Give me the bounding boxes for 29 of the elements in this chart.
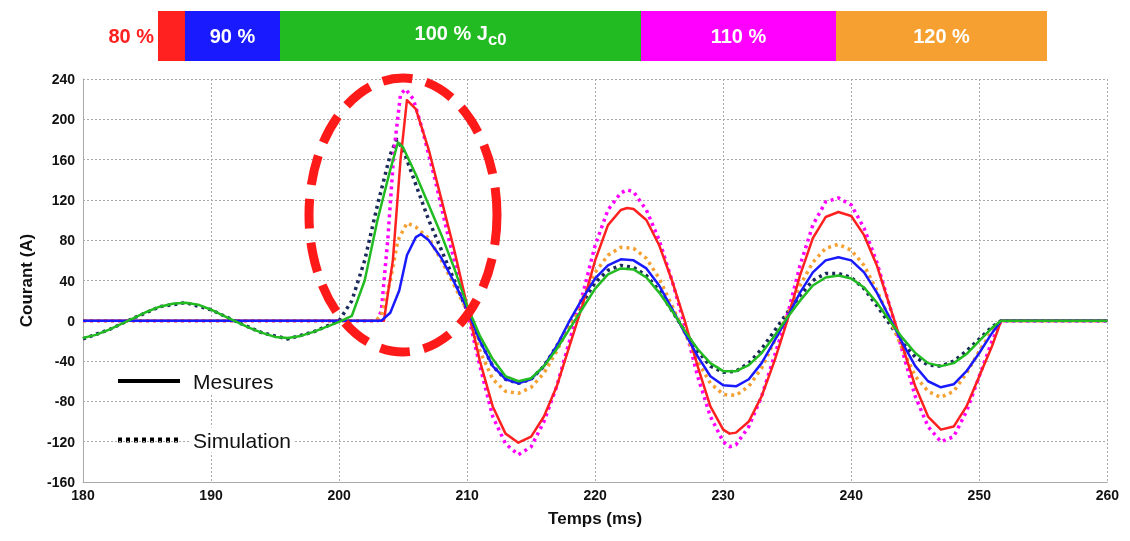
x-tick-label: 190 bbox=[199, 487, 223, 503]
x-axis-title: Temps (ms) bbox=[548, 509, 643, 528]
y-tick-label: -120 bbox=[46, 433, 76, 450]
x-tick-label: 210 bbox=[455, 487, 480, 503]
text: 90 % bbox=[209, 24, 256, 48]
text: 80 % bbox=[108, 24, 154, 48]
y-tick-label: 0 bbox=[67, 312, 76, 329]
y-tick-label: -160 bbox=[46, 474, 76, 490]
text: 100 % J$_{c0}$ bbox=[414, 22, 507, 50]
y-tick-label: 120 bbox=[51, 191, 76, 208]
y-tick-label: 200 bbox=[51, 111, 76, 128]
annotation: Mesures bbox=[193, 369, 274, 393]
text: 110 % bbox=[710, 24, 767, 48]
y-tick-label: 240 bbox=[51, 71, 76, 87]
x-tick-label: 230 bbox=[711, 487, 736, 503]
y-tick-label: 160 bbox=[51, 151, 76, 168]
x-tick-label: 260 bbox=[1095, 487, 1120, 503]
x-tick-label: 180 bbox=[71, 487, 95, 503]
y-axis-title: Courant (A) bbox=[17, 233, 36, 328]
x-tick-label: 200 bbox=[327, 487, 351, 503]
annotation: Simulation bbox=[193, 428, 292, 452]
y-tick-label: 40 bbox=[59, 272, 76, 289]
text: 120 % bbox=[913, 24, 970, 48]
x-tick-label: 220 bbox=[583, 487, 608, 503]
y-tick-label: -80 bbox=[54, 393, 76, 410]
y-tick-label: 80 bbox=[59, 232, 76, 249]
x-tick-label: 250 bbox=[967, 487, 992, 503]
y-tick-label: -40 bbox=[54, 353, 76, 370]
x-tick-label: 240 bbox=[839, 487, 864, 503]
